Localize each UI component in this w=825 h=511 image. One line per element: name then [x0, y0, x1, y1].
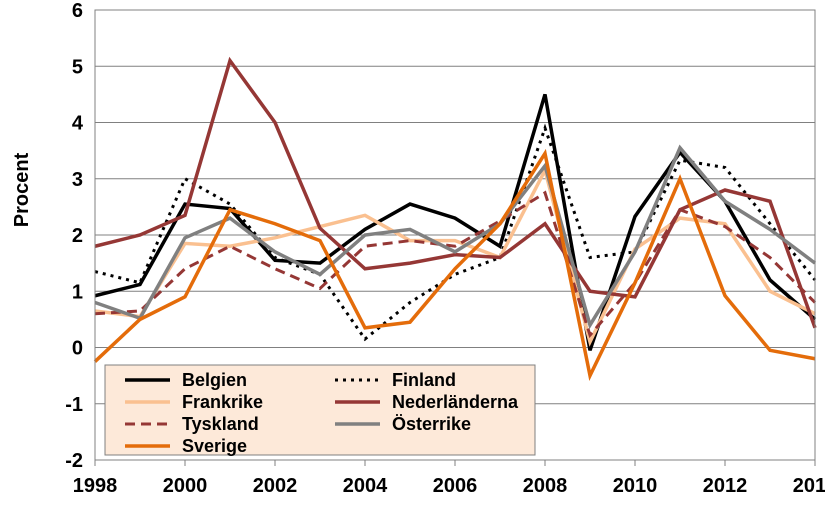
svg-text:2008: 2008 — [523, 475, 568, 497]
svg-text:Tyskland: Tyskland — [182, 414, 259, 434]
svg-text:Österrike: Österrike — [392, 414, 471, 434]
svg-text:5: 5 — [72, 56, 83, 78]
svg-text:Belgien: Belgien — [182, 370, 247, 390]
svg-text:2014: 2014 — [793, 475, 825, 497]
svg-text:2004: 2004 — [343, 475, 388, 497]
chart-svg: -2 -1 0 1 2 3 4 5 6 1998 2000 2002 2004 2006 2008 2010 2… — [0, 0, 825, 511]
svg-text:-2: -2 — [65, 450, 83, 472]
svg-text:4: 4 — [72, 113, 84, 135]
svg-text:6: 6 — [72, 0, 83, 22]
svg-text:Nederländerna: Nederländerna — [392, 392, 519, 412]
svg-text:2012: 2012 — [703, 475, 748, 497]
svg-text:Sverige: Sverige — [182, 436, 247, 456]
svg-text:Frankrike: Frankrike — [182, 392, 263, 412]
svg-text:3: 3 — [72, 169, 83, 191]
svg-text:2000: 2000 — [163, 475, 208, 497]
svg-text:Finland: Finland — [392, 370, 456, 390]
svg-text:1: 1 — [72, 281, 83, 303]
svg-text:2006: 2006 — [433, 475, 478, 497]
svg-text:-1: -1 — [65, 394, 83, 416]
svg-text:2010: 2010 — [613, 475, 658, 497]
svg-text:1998: 1998 — [73, 475, 118, 497]
svg-text:0: 0 — [72, 338, 83, 360]
svg-text:2: 2 — [72, 225, 83, 247]
svg-text:Procent: Procent — [11, 152, 33, 227]
svg-text:2002: 2002 — [253, 475, 298, 497]
line-chart: -2 -1 0 1 2 3 4 5 6 1998 2000 2002 2004 2006 2008 2010 2… — [0, 0, 825, 511]
